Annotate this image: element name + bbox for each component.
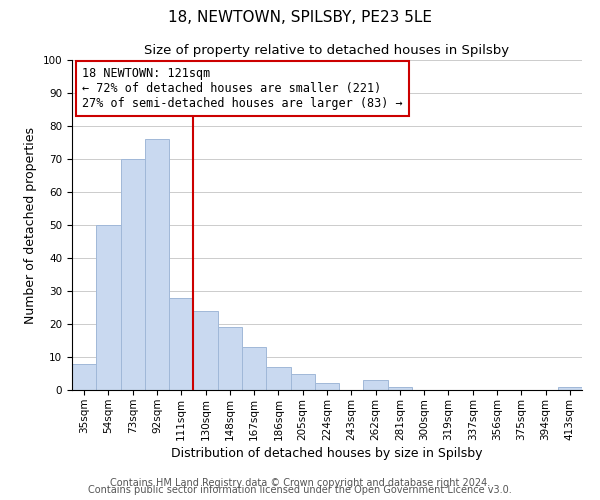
Bar: [315, 384, 339, 390]
Text: Contains HM Land Registry data © Crown copyright and database right 2024.: Contains HM Land Registry data © Crown c…: [110, 478, 490, 488]
Text: Contains public sector information licensed under the Open Government Licence v3: Contains public sector information licen…: [88, 485, 512, 495]
X-axis label: Distribution of detached houses by size in Spilsby: Distribution of detached houses by size …: [171, 446, 483, 460]
Bar: [145, 139, 169, 390]
Bar: [121, 159, 145, 390]
Bar: [96, 225, 121, 390]
Bar: [218, 328, 242, 390]
Title: Size of property relative to detached houses in Spilsby: Size of property relative to detached ho…: [145, 44, 509, 58]
Bar: [169, 298, 193, 390]
Bar: [558, 386, 582, 390]
Bar: [242, 347, 266, 390]
Bar: [388, 386, 412, 390]
Y-axis label: Number of detached properties: Number of detached properties: [24, 126, 37, 324]
Bar: [364, 380, 388, 390]
Text: 18, NEWTOWN, SPILSBY, PE23 5LE: 18, NEWTOWN, SPILSBY, PE23 5LE: [168, 10, 432, 25]
Bar: [193, 311, 218, 390]
Bar: [266, 367, 290, 390]
Bar: [290, 374, 315, 390]
Text: 18 NEWTOWN: 121sqm
← 72% of detached houses are smaller (221)
27% of semi-detach: 18 NEWTOWN: 121sqm ← 72% of detached hou…: [82, 66, 403, 110]
Bar: [72, 364, 96, 390]
